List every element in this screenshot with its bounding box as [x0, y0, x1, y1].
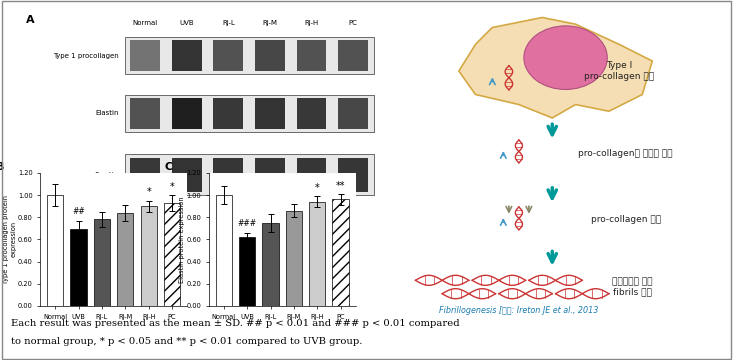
- Bar: [297, 98, 326, 129]
- Ellipse shape: [524, 26, 607, 90]
- Text: RJ-L: RJ-L: [222, 20, 235, 26]
- Text: β-actin: β-actin: [95, 172, 119, 178]
- Text: Fibrillogenesis [출처: Ireton JE et al., 2013: Fibrillogenesis [출처: Ireton JE et al., 2…: [439, 306, 599, 315]
- Text: A: A: [26, 15, 34, 25]
- Bar: [239, 237, 255, 306]
- Text: *: *: [170, 182, 174, 192]
- Text: pro-collagen의 세포외 분비: pro-collagen의 세포외 분비: [578, 149, 673, 158]
- Bar: [338, 98, 368, 129]
- Bar: [297, 40, 326, 71]
- Bar: [172, 98, 202, 129]
- Bar: [213, 40, 243, 71]
- Bar: [117, 213, 133, 306]
- Y-axis label: Elastin protein expression: Elastin protein expression: [179, 196, 185, 283]
- Bar: [338, 158, 368, 192]
- Bar: [125, 154, 374, 195]
- Bar: [262, 223, 279, 306]
- Text: pro-collagen 절단: pro-collagen 절단: [591, 215, 660, 224]
- PathPatch shape: [459, 18, 652, 118]
- Bar: [125, 95, 374, 132]
- Text: PC: PC: [349, 20, 358, 26]
- Bar: [213, 158, 243, 192]
- Bar: [333, 199, 349, 306]
- Text: ###: ###: [237, 219, 257, 228]
- Text: 자가조립을 통한
fibrils 형성: 자가조립을 통한 fibrils 형성: [612, 277, 652, 297]
- Text: Each result was presented as the mean ± SD. ## p < 0.01 and ### p < 0.01 compare: Each result was presented as the mean ± …: [11, 319, 460, 328]
- Bar: [172, 40, 202, 71]
- Bar: [130, 40, 161, 71]
- Text: to normal group, * p < 0.05 and ** p < 0.01 compared to UVB group.: to normal group, * p < 0.05 and ** p < 0…: [11, 337, 362, 346]
- Text: *: *: [315, 183, 320, 193]
- Text: Type I
pro-collagen 생성: Type I pro-collagen 생성: [584, 61, 654, 81]
- Text: *: *: [147, 187, 151, 197]
- Bar: [213, 98, 243, 129]
- Text: **: **: [336, 181, 345, 190]
- Bar: [141, 206, 157, 306]
- Text: RJ-M: RJ-M: [262, 20, 278, 26]
- Text: RJ-H: RJ-H: [304, 20, 319, 26]
- Bar: [130, 98, 161, 129]
- Text: Normal: Normal: [133, 20, 158, 26]
- Bar: [255, 158, 285, 192]
- Bar: [125, 37, 374, 75]
- Text: UVB: UVB: [180, 20, 194, 26]
- Text: B: B: [0, 162, 4, 172]
- Text: C: C: [165, 162, 173, 172]
- Y-axis label: Type 1 procollagen protein
expression: Type 1 procollagen protein expression: [4, 195, 16, 284]
- Bar: [94, 219, 110, 306]
- Bar: [255, 98, 285, 129]
- Bar: [309, 202, 325, 306]
- Bar: [338, 40, 368, 71]
- Bar: [47, 195, 63, 306]
- Text: Type 1 procollagen: Type 1 procollagen: [54, 53, 119, 59]
- Bar: [216, 195, 232, 306]
- Bar: [297, 158, 326, 192]
- Text: Elastin: Elastin: [95, 111, 119, 116]
- Bar: [255, 40, 285, 71]
- Text: ##: ##: [72, 207, 85, 216]
- Bar: [130, 158, 161, 192]
- Bar: [70, 229, 86, 306]
- Bar: [164, 203, 180, 306]
- Bar: [172, 158, 202, 192]
- Bar: [286, 211, 302, 306]
